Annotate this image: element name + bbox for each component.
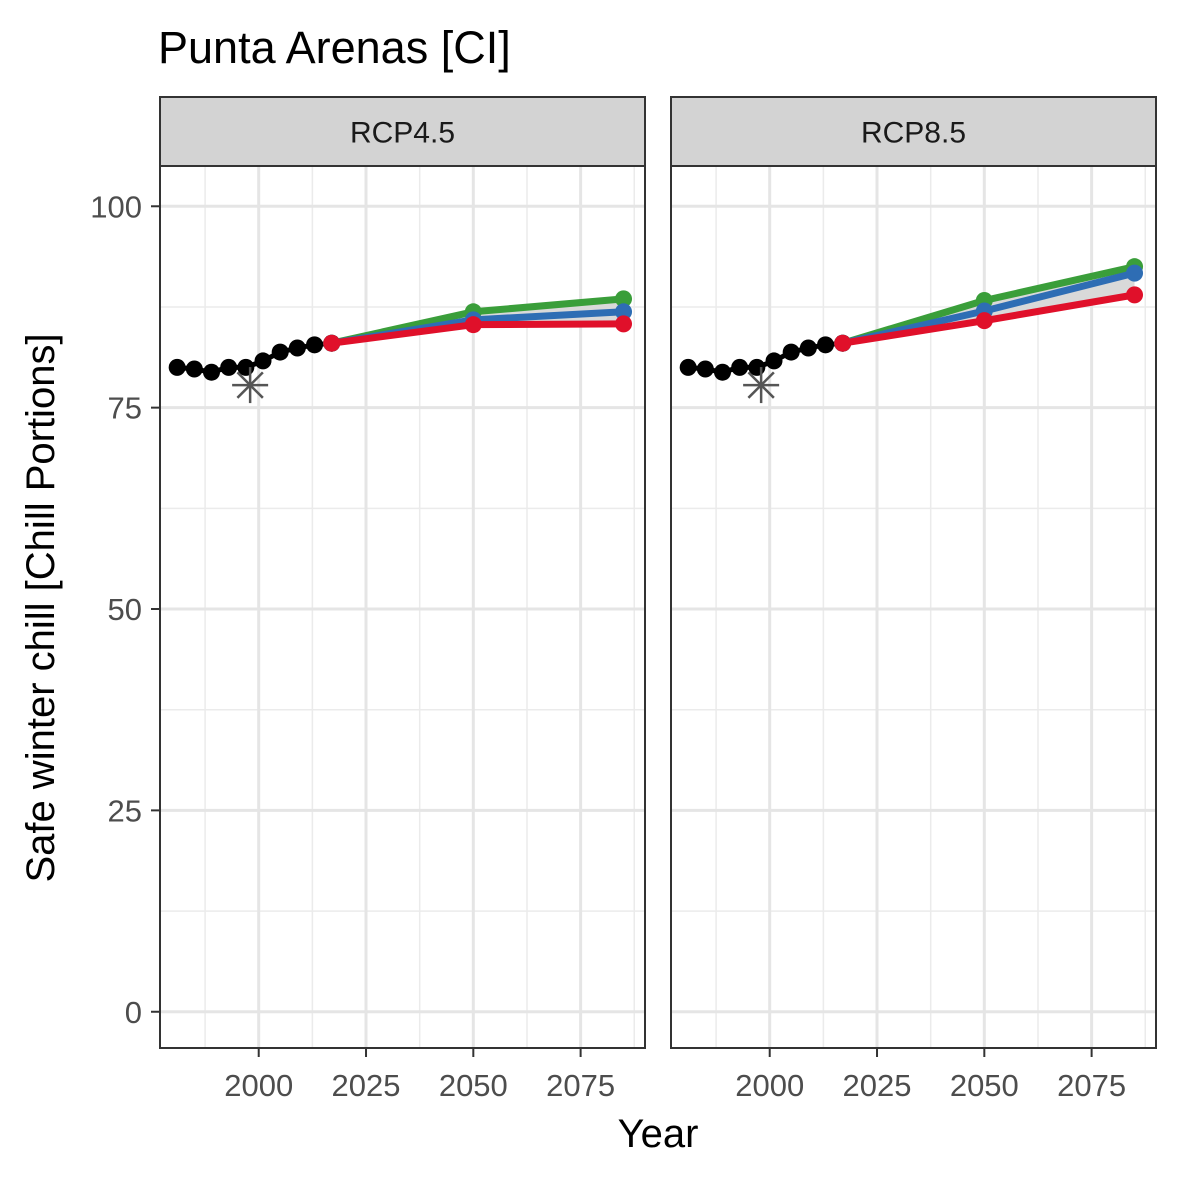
series-point-red: [834, 334, 852, 352]
series-point-red: [975, 312, 993, 330]
series-point-blue: [615, 303, 633, 321]
historic-point: [185, 360, 203, 378]
series-point-blue: [1126, 264, 1144, 282]
historic-point: [254, 352, 272, 370]
historic-point: [765, 352, 783, 370]
x-tick-label: 2000: [224, 1068, 293, 1103]
historic-point: [679, 358, 697, 376]
facet-strip-label: RCP4.5: [350, 117, 455, 150]
y-tick-label: 25: [108, 793, 142, 828]
historic-point: [731, 358, 749, 376]
observed-marker: [743, 367, 780, 404]
historic-point: [288, 339, 306, 357]
historic-point: [782, 343, 800, 361]
y-tick-label: 100: [90, 189, 142, 224]
historic-point: [220, 358, 238, 376]
historic-point: [696, 360, 714, 378]
historic-point: [271, 343, 289, 361]
x-tick-label: 2025: [843, 1068, 912, 1103]
series-point-red: [323, 334, 341, 352]
facet-strip-label: RCP8.5: [861, 117, 966, 150]
historic-point: [799, 339, 817, 357]
facet-strip: [159, 96, 646, 167]
facet-strip: [670, 96, 1157, 167]
observed-marker-stroke: [236, 371, 264, 399]
y-tick-label: 0: [125, 995, 142, 1030]
panel-rcp85: RCP8.5 2000 2025 2050 2075: [670, 96, 1157, 1103]
x-tick-label: 2075: [1057, 1068, 1126, 1103]
panels-layer: RCP4.5 2000 2025 2050 2075 RCP8.5 2000 2025 2050…: [90, 96, 1157, 1103]
historic-point: [714, 363, 732, 381]
y-tick-label: 50: [108, 592, 142, 627]
y-tick-label: 75: [108, 391, 142, 426]
historic-point: [817, 336, 835, 354]
panel-rcp45: RCP4.5 2000 2025 2050 2075: [159, 96, 646, 1103]
series-point-red: [1126, 286, 1144, 304]
x-tick-label: 2075: [546, 1068, 615, 1103]
historic-line: [687, 340, 843, 375]
x-tick-label: 2050: [439, 1068, 508, 1103]
x-axis-label: Year: [618, 1112, 699, 1156]
historic-point: [168, 358, 186, 376]
historic-line: [176, 340, 332, 375]
series-point-green: [615, 290, 633, 308]
chart-title: Punta Arenas [CI]: [158, 22, 511, 73]
historic-point: [203, 363, 221, 381]
x-tick-label: 2050: [950, 1068, 1019, 1103]
x-tick-label: 2025: [332, 1068, 401, 1103]
observed-marker-stroke: [747, 371, 775, 399]
y-axis-label: Safe winter chill [Chill Portions]: [19, 333, 63, 882]
x-tick-label: 2000: [735, 1068, 804, 1103]
plot-background: [160, 166, 645, 1048]
historic-point: [306, 336, 324, 354]
plot-background: [671, 166, 1156, 1048]
series-point-red: [464, 316, 482, 334]
observed-marker: [232, 367, 269, 404]
series-point-red: [615, 315, 633, 333]
